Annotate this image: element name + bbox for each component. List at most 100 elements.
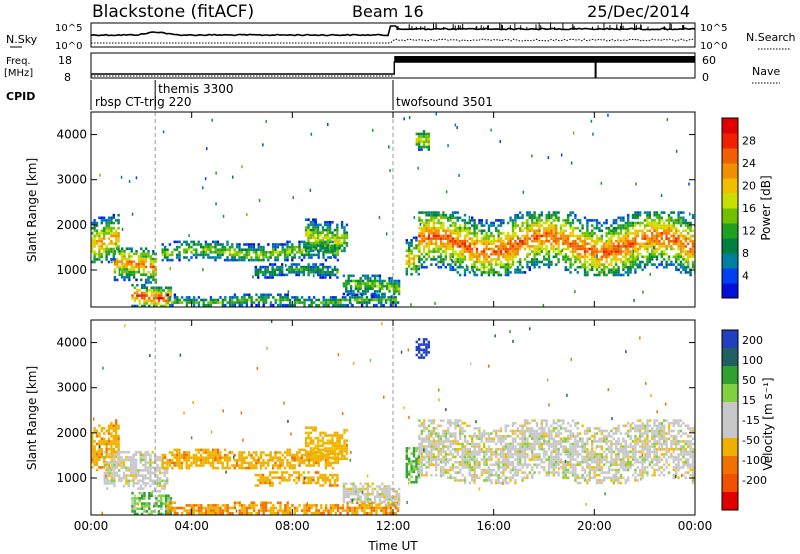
heat-cell (507, 239, 510, 243)
heat-cell (226, 504, 229, 507)
heat-cell (571, 232, 575, 235)
heat-cell (567, 213, 570, 217)
heat-cell (480, 219, 483, 222)
heat-cell (272, 504, 275, 507)
heat-cell (163, 471, 166, 475)
heat-cell (342, 492, 346, 496)
heat-cell (171, 453, 174, 457)
heat-cell (195, 251, 198, 254)
heat-cell (305, 453, 308, 457)
heat-cell (103, 440, 106, 443)
heat-cell (363, 509, 366, 512)
heat-cell (468, 252, 471, 256)
heat-cell (333, 484, 337, 487)
heat-cell (95, 234, 99, 238)
heat-cell (310, 301, 313, 304)
heat-cell (631, 213, 635, 217)
heat-cell (100, 455, 103, 459)
heat-cell (115, 232, 118, 235)
heat-cell (338, 436, 341, 440)
heat-cell (427, 250, 431, 253)
heat-cell (439, 242, 443, 246)
heat-cell (677, 237, 680, 240)
heat-cell (152, 291, 156, 295)
heat-cell (307, 273, 310, 277)
heat-cell (427, 245, 431, 248)
heat-cell (324, 241, 327, 245)
heat-cell (600, 237, 603, 240)
heat-cell (615, 255, 618, 259)
heat-cell (296, 301, 299, 304)
heat-cell (516, 271, 519, 274)
heat-cell (569, 213, 572, 217)
heat-cell (115, 437, 118, 441)
heat-cell (257, 256, 260, 259)
heat-cell (365, 296, 369, 299)
heat-cell (243, 298, 246, 302)
heat-cell (375, 511, 378, 515)
heat-cell (418, 211, 421, 214)
heat-cell (363, 298, 366, 302)
heat-cell (405, 249, 408, 253)
heat-cell (168, 464, 172, 467)
heat-cell (442, 260, 445, 264)
heat-cell (345, 236, 349, 240)
heat-cell (321, 457, 325, 461)
heat-cell (677, 216, 680, 220)
heat-cell (316, 442, 320, 445)
heat-cell (113, 252, 117, 256)
heat-cell (307, 431, 310, 435)
heat-cell (143, 507, 146, 511)
heat-cell (528, 268, 531, 272)
heat-cell (316, 228, 320, 232)
scatter-cell (389, 169, 391, 173)
heat-cell (188, 504, 191, 507)
heat-cell (504, 265, 507, 269)
heat-cell (228, 466, 232, 470)
heat-cell (607, 245, 611, 248)
heat-cell (143, 286, 146, 290)
heat-cell (155, 289, 158, 292)
heat-cell (473, 221, 476, 225)
heat-cell (579, 245, 582, 248)
heat-cell (591, 232, 594, 235)
heat-cell (478, 260, 481, 264)
heat-cell (161, 453, 164, 457)
heat-cell (682, 255, 685, 259)
heat-cell (100, 229, 103, 233)
heat-cell (233, 296, 237, 299)
heat-cell (326, 479, 329, 482)
heat-cell (255, 511, 258, 515)
heat-cell (149, 474, 152, 477)
heat-cell (290, 271, 293, 274)
heat-cell (459, 273, 462, 277)
heat-cell (670, 234, 673, 238)
heat-cell (667, 224, 671, 227)
heat-cell (461, 226, 464, 230)
heat-cell (187, 459, 191, 462)
heat-cell (646, 255, 649, 259)
heat-cell (328, 442, 332, 445)
heat-cell (152, 502, 156, 505)
heat-cell (466, 234, 469, 238)
heat-cell (689, 271, 692, 274)
heat-cell (343, 226, 346, 229)
heat-cell (342, 495, 346, 499)
heat-cell (143, 491, 146, 495)
heat-cell (475, 252, 479, 256)
heat-cell (291, 248, 294, 251)
heat-cell (171, 461, 174, 465)
heat-cell (427, 213, 431, 217)
heat-cell (259, 466, 263, 470)
heat-cell (226, 456, 229, 459)
heat-cell (223, 248, 227, 251)
heat-cell (384, 301, 388, 304)
heat-cell (651, 221, 654, 225)
heat-cell (586, 232, 589, 235)
heat-cell (291, 258, 294, 262)
heat-cell (442, 250, 445, 253)
heat-cell (437, 265, 440, 269)
heat-cell (257, 271, 260, 274)
heat-cell (550, 263, 553, 266)
heat-cell (312, 429, 315, 432)
